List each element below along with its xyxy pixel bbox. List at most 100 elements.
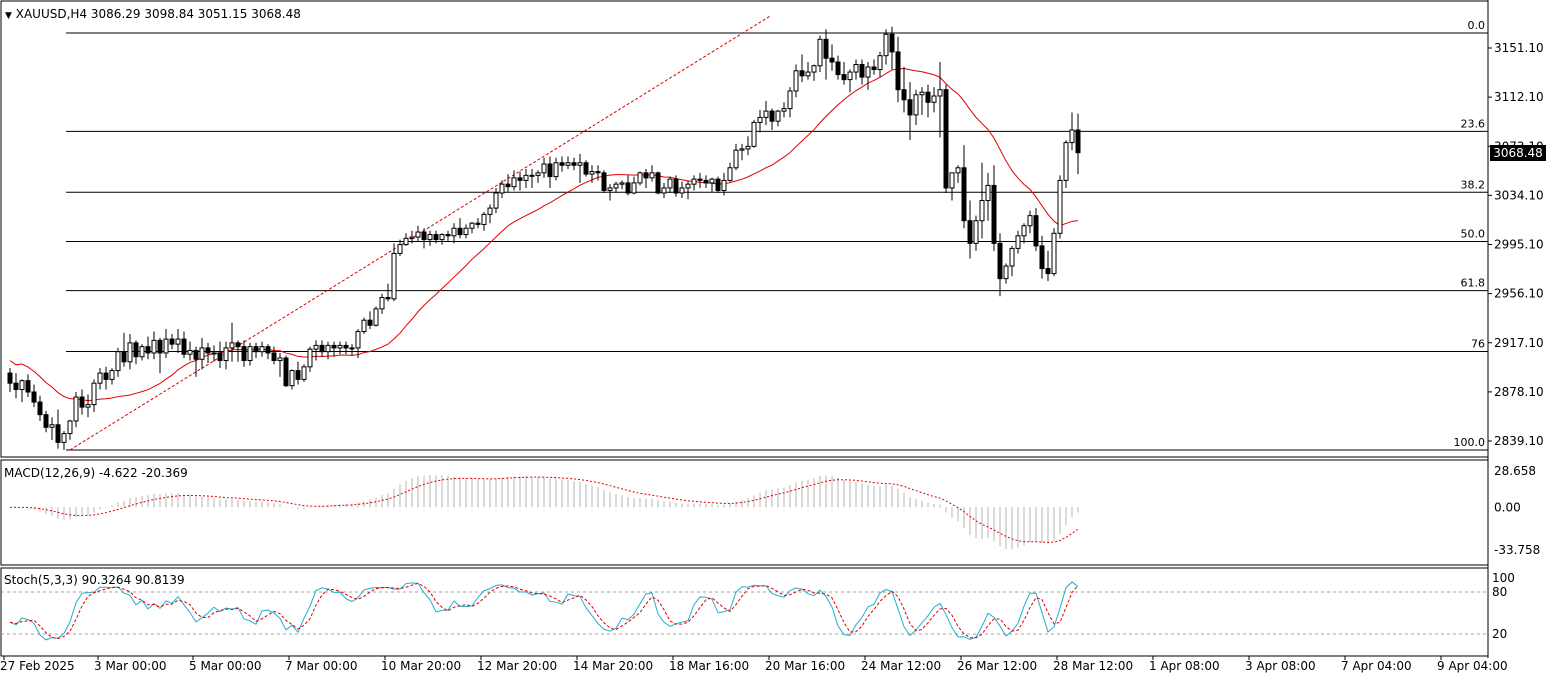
candle-bearish bbox=[445, 234, 451, 237]
candle-bullish bbox=[97, 372, 103, 384]
candle-bearish bbox=[457, 227, 463, 236]
candle-bullish bbox=[67, 420, 73, 435]
candle-bullish bbox=[745, 145, 751, 150]
candle-bearish bbox=[583, 162, 589, 175]
candle-bearish bbox=[859, 64, 865, 78]
candle-bearish bbox=[703, 179, 709, 184]
candle-bullish bbox=[91, 382, 97, 406]
macd-title: MACD(12,26,9) -4.622 -20.369 bbox=[4, 466, 188, 480]
candle-bullish bbox=[337, 344, 343, 349]
price-panel[interactable]: 3151.103112.103073.103034.102995.102956.… bbox=[0, 0, 1544, 458]
time-tick-label: 26 Mar 12:00 bbox=[957, 659, 1037, 673]
candle-bearish bbox=[193, 349, 199, 360]
candle-bullish bbox=[691, 178, 697, 185]
macd-tick-label: 28.658 bbox=[1494, 464, 1536, 478]
candle-bullish bbox=[1051, 232, 1057, 275]
candle-bullish bbox=[361, 319, 367, 333]
candle-bearish bbox=[673, 178, 679, 194]
candle-bullish bbox=[865, 66, 871, 78]
candle-bullish bbox=[403, 237, 409, 246]
candle-bullish bbox=[607, 187, 613, 191]
candle-bullish bbox=[1057, 179, 1063, 234]
symbol-header[interactable]: ▼ XAUUSD,H4 3086.29 3098.84 3051.15 3068… bbox=[5, 7, 301, 21]
candle-bullish bbox=[481, 213, 487, 225]
candle-bullish bbox=[175, 338, 181, 345]
candle-bullish bbox=[955, 167, 961, 174]
time-tick-label: 7 Apr 04:00 bbox=[1341, 659, 1412, 673]
candle-bearish bbox=[559, 162, 565, 166]
candle-bearish bbox=[295, 370, 301, 380]
candle-bullish bbox=[913, 94, 919, 116]
candle-bearish bbox=[31, 391, 37, 403]
candle-bullish bbox=[739, 148, 745, 151]
candle-bullish bbox=[259, 346, 265, 353]
candle-bullish bbox=[409, 236, 415, 239]
candle-bearish bbox=[829, 57, 835, 63]
candle-bullish bbox=[19, 380, 25, 390]
candle-bullish bbox=[847, 71, 853, 81]
candle-bullish bbox=[1027, 215, 1033, 227]
candle-bullish bbox=[115, 351, 121, 372]
time-tick-label: 18 Mar 16:00 bbox=[669, 659, 749, 673]
candle-bullish bbox=[805, 71, 811, 77]
candle-bullish bbox=[529, 174, 535, 177]
candle-bearish bbox=[133, 342, 139, 358]
candle-bullish bbox=[679, 187, 685, 194]
candle-bearish bbox=[715, 178, 721, 191]
price-tick-label: 2917.10 bbox=[1494, 336, 1544, 350]
candle-bearish bbox=[967, 220, 973, 244]
candle-bullish bbox=[397, 244, 403, 254]
candle-bullish bbox=[535, 172, 541, 176]
candle-bullish bbox=[1063, 142, 1069, 181]
candle-bearish bbox=[943, 89, 949, 189]
candle-bullish bbox=[553, 162, 559, 178]
candle-bullish bbox=[877, 55, 883, 71]
candle-bullish bbox=[781, 108, 787, 112]
candle-bearish bbox=[121, 351, 127, 363]
candle-bullish bbox=[127, 342, 133, 363]
candle-bullish bbox=[1069, 129, 1075, 144]
candle-bearish bbox=[343, 344, 349, 349]
candle-bearish bbox=[253, 346, 259, 353]
dropdown-triangle-icon[interactable]: ▼ bbox=[5, 11, 12, 21]
candle-bullish bbox=[109, 370, 115, 380]
macd-panel[interactable]: 28.658 0.00 -33.758 bbox=[0, 459, 1540, 566]
fib-level-label: 76 bbox=[1471, 338, 1485, 351]
macd-signal-line bbox=[9, 476, 1079, 543]
candle-bearish bbox=[319, 344, 325, 353]
time-tick-label: 27 Feb 2025 bbox=[0, 659, 75, 673]
candle-bullish bbox=[325, 344, 331, 353]
candle-bearish bbox=[505, 183, 511, 188]
candle-bullish bbox=[289, 370, 295, 387]
candle-bearish bbox=[283, 357, 289, 387]
price-tick-label: 2878.10 bbox=[1494, 385, 1544, 399]
stochastic-tick-label: 100 bbox=[1492, 571, 1515, 585]
price-tick-label: 3034.10 bbox=[1494, 188, 1544, 202]
moving-average-line bbox=[9, 68, 1079, 402]
candle-bearish bbox=[643, 172, 649, 179]
fib-level-label: 100.0 bbox=[1454, 436, 1486, 449]
candle-bullish bbox=[685, 183, 691, 189]
candle-bullish bbox=[469, 222, 475, 229]
time-tick-label: 9 Apr 04:00 bbox=[1437, 659, 1508, 673]
candle-bullish bbox=[49, 424, 55, 428]
candle-bullish bbox=[649, 172, 655, 179]
candle-bullish bbox=[949, 172, 955, 189]
candle-bullish bbox=[1015, 235, 1021, 249]
candle-bearish bbox=[475, 222, 481, 225]
candle-bearish bbox=[157, 339, 163, 354]
candle-bullish bbox=[511, 177, 517, 188]
candle-bullish bbox=[1021, 225, 1027, 237]
stochastic-title: Stoch(5,3,3) 90.3264 90.8139 bbox=[4, 573, 185, 587]
candle-bullish bbox=[883, 33, 889, 57]
candle-bullish bbox=[487, 207, 493, 215]
candle-bearish bbox=[181, 338, 187, 355]
time-tick-label: 7 Mar 00:00 bbox=[285, 659, 358, 673]
candle-bearish bbox=[169, 338, 175, 345]
price-frame bbox=[0, 0, 1489, 458]
candle-bullish bbox=[727, 167, 733, 181]
time-tick-label: 3 Mar 00:00 bbox=[94, 659, 167, 673]
candle-bearish bbox=[25, 380, 31, 393]
